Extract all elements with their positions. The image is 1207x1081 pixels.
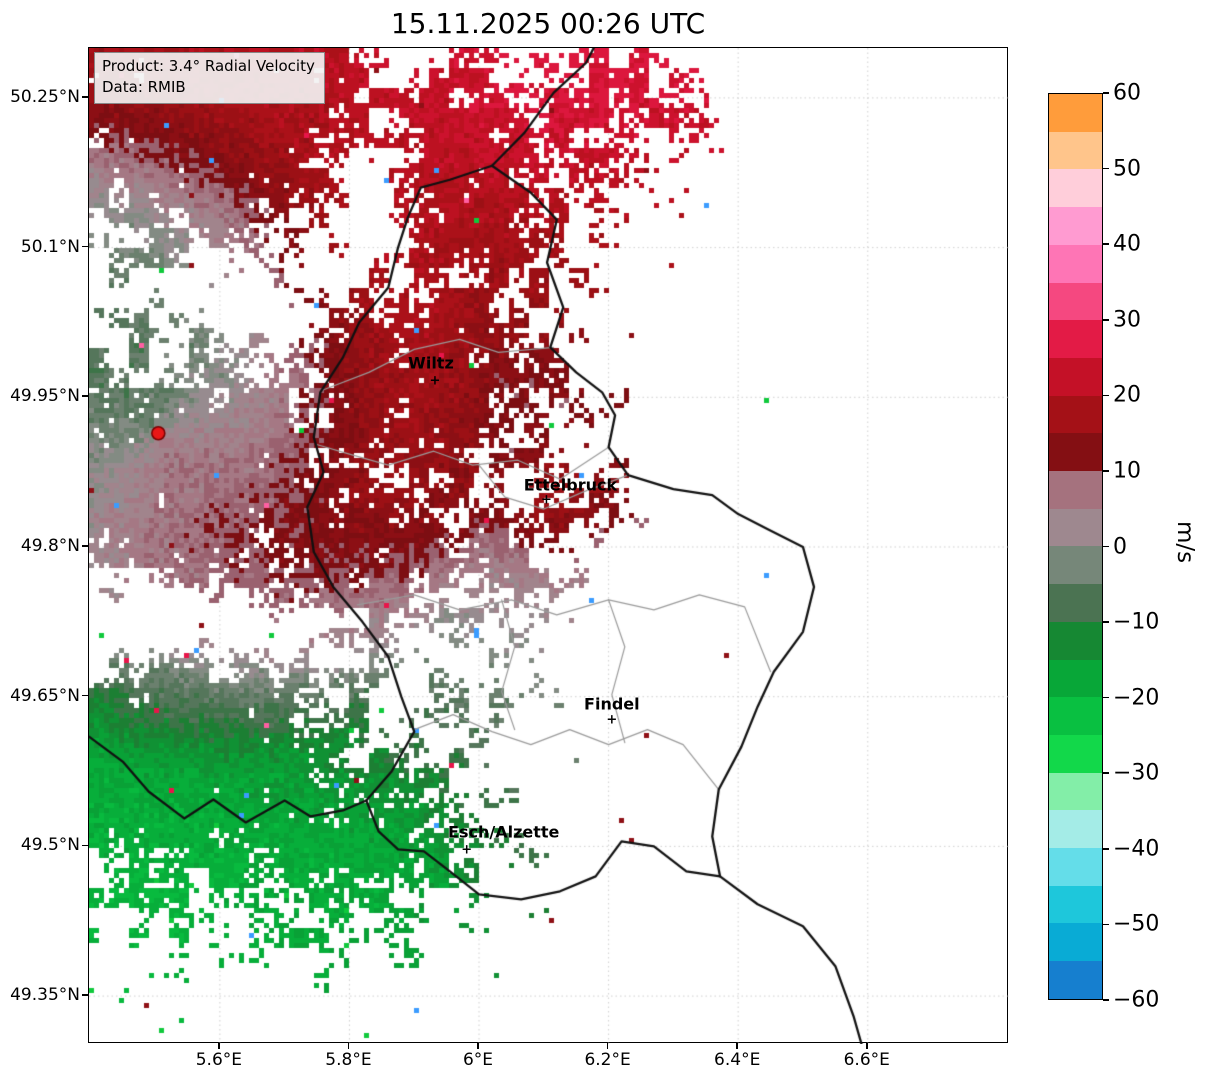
city-marker-ettelbruck: + [540,492,552,508]
y-tick-label: 50.1°N [20,236,80,257]
colorbar-tick-mark [1103,243,1109,245]
colorbar-band [1049,282,1102,321]
y-tick-mark [82,395,88,398]
city-label-esch-alzette: Esch/Alzette [448,822,560,842]
colorbar-band [1049,659,1102,698]
colorbar-band [1049,207,1102,245]
colorbar-tick-mark [1103,696,1109,699]
colorbar-tick-mark [1103,848,1109,850]
x-tick-label: 6.2°E [584,1050,631,1070]
x-tick-label: 5.6°E [195,1050,242,1070]
colorbar-band [1049,885,1102,924]
colorbar-band [1049,772,1102,811]
colorbar-band [1049,961,1102,999]
city-label-wiltz: Wiltz [408,353,454,373]
colorbar-band [1049,621,1102,660]
city-marker-esch-alzette: + [461,842,473,858]
x-tick-label: 6°E [462,1050,494,1070]
colorbar-tick-mark [1103,999,1109,1001]
colorbar-band [1049,923,1102,962]
x-tick-mark [477,1043,479,1049]
colorbar-tick-mark [1103,545,1109,548]
y-tick-label: 50.25°N [10,86,80,107]
colorbar-tick-mark [1103,772,1109,775]
colorbar-tick-label: 10 [1113,458,1141,484]
colorbar-tick-label: 20 [1113,382,1141,408]
y-tick-mark [82,96,88,98]
colorbar-band [1049,471,1102,509]
x-tick-mark [347,1043,350,1049]
colorbar-band [1049,848,1102,886]
colorbar-tick-mark [1103,470,1109,472]
colorbar-tick-mark [1103,318,1109,321]
colorbar-tick-mark [1103,92,1109,94]
y-tick-mark [82,844,88,847]
colorbar-band [1049,169,1102,208]
y-tick-mark [82,545,88,547]
y-tick-label: 49.65°N [10,685,80,706]
colorbar-tick-label: −40 [1113,836,1160,862]
colorbar-tick-mark [1103,394,1109,397]
colorbar-tick-mark [1103,167,1109,170]
colorbar-band [1049,320,1102,358]
colorbar-band [1049,94,1102,132]
colorbar-band [1049,584,1102,622]
y-tick-label: 49.35°N [10,985,80,1006]
y-tick-label: 49.8°N [20,535,80,556]
x-tick-label: 5.8°E [325,1050,372,1070]
colorbar-band [1049,395,1102,434]
city-label-findel: Findel [584,694,640,714]
y-tick-mark [82,994,88,996]
y-tick-label: 49.95°N [10,386,80,407]
colorbar-bands [1049,94,1102,999]
colorbar-tick-label: 50 [1113,156,1141,182]
colorbar-tick-label: −10 [1113,609,1160,635]
colorbar-band [1049,433,1102,472]
colorbar-tick-label: 40 [1113,231,1141,257]
data-source-label: Data: RMIB [102,78,186,96]
x-tick-label: 6.4°E [714,1050,761,1070]
x-tick-label: 6.6°E [843,1050,890,1070]
colorbar-band [1049,734,1102,773]
x-tick-mark [736,1043,738,1049]
colorbar-tick-mark [1103,923,1109,926]
y-tick-mark [82,245,88,248]
colorbar-tick-mark [1103,621,1109,623]
colorbar-band [1049,546,1102,585]
colorbar-band [1049,244,1102,283]
product-info-box: Product: 3.4° Radial Velocity Data: RMIB [94,52,325,104]
y-tick-label: 49.5°N [20,835,80,856]
y-tick-mark [82,694,88,697]
city-label-ettelbruck: Ettelbruck [523,475,618,495]
colorbar-tick-label: −20 [1113,685,1160,711]
figure-title: 15.11.2025 00:26 UTC [390,7,706,40]
radar-map-canvas [89,48,1009,1044]
colorbar-tick-label: −50 [1113,911,1160,937]
x-tick-mark [218,1043,220,1049]
colorbar [1048,93,1103,1000]
map-area: + Wiltz + Ettelbruck + Findel + Esch/Alzette Pr… [88,47,1009,1044]
x-tick-mark [865,1043,868,1049]
colorbar-tick-label: −60 [1113,987,1160,1013]
x-tick-mark [606,1043,609,1049]
city-marker-wiltz: + [429,373,441,389]
colorbar-tick-label: −30 [1113,760,1160,786]
city-marker-findel: + [606,712,618,728]
colorbar-band [1049,131,1102,170]
colorbar-band [1049,697,1102,735]
colorbar-band [1049,508,1102,547]
colorbar-tick-label: 60 [1113,80,1141,106]
colorbar-band [1049,357,1102,396]
colorbar-tick-label: 0 [1113,534,1127,559]
colorbar-tick-label: 30 [1113,307,1141,333]
product-label: Product: 3.4° Radial Velocity [102,57,315,75]
colorbar-unit-label: m/s [1172,521,1198,564]
colorbar-band [1049,810,1102,849]
